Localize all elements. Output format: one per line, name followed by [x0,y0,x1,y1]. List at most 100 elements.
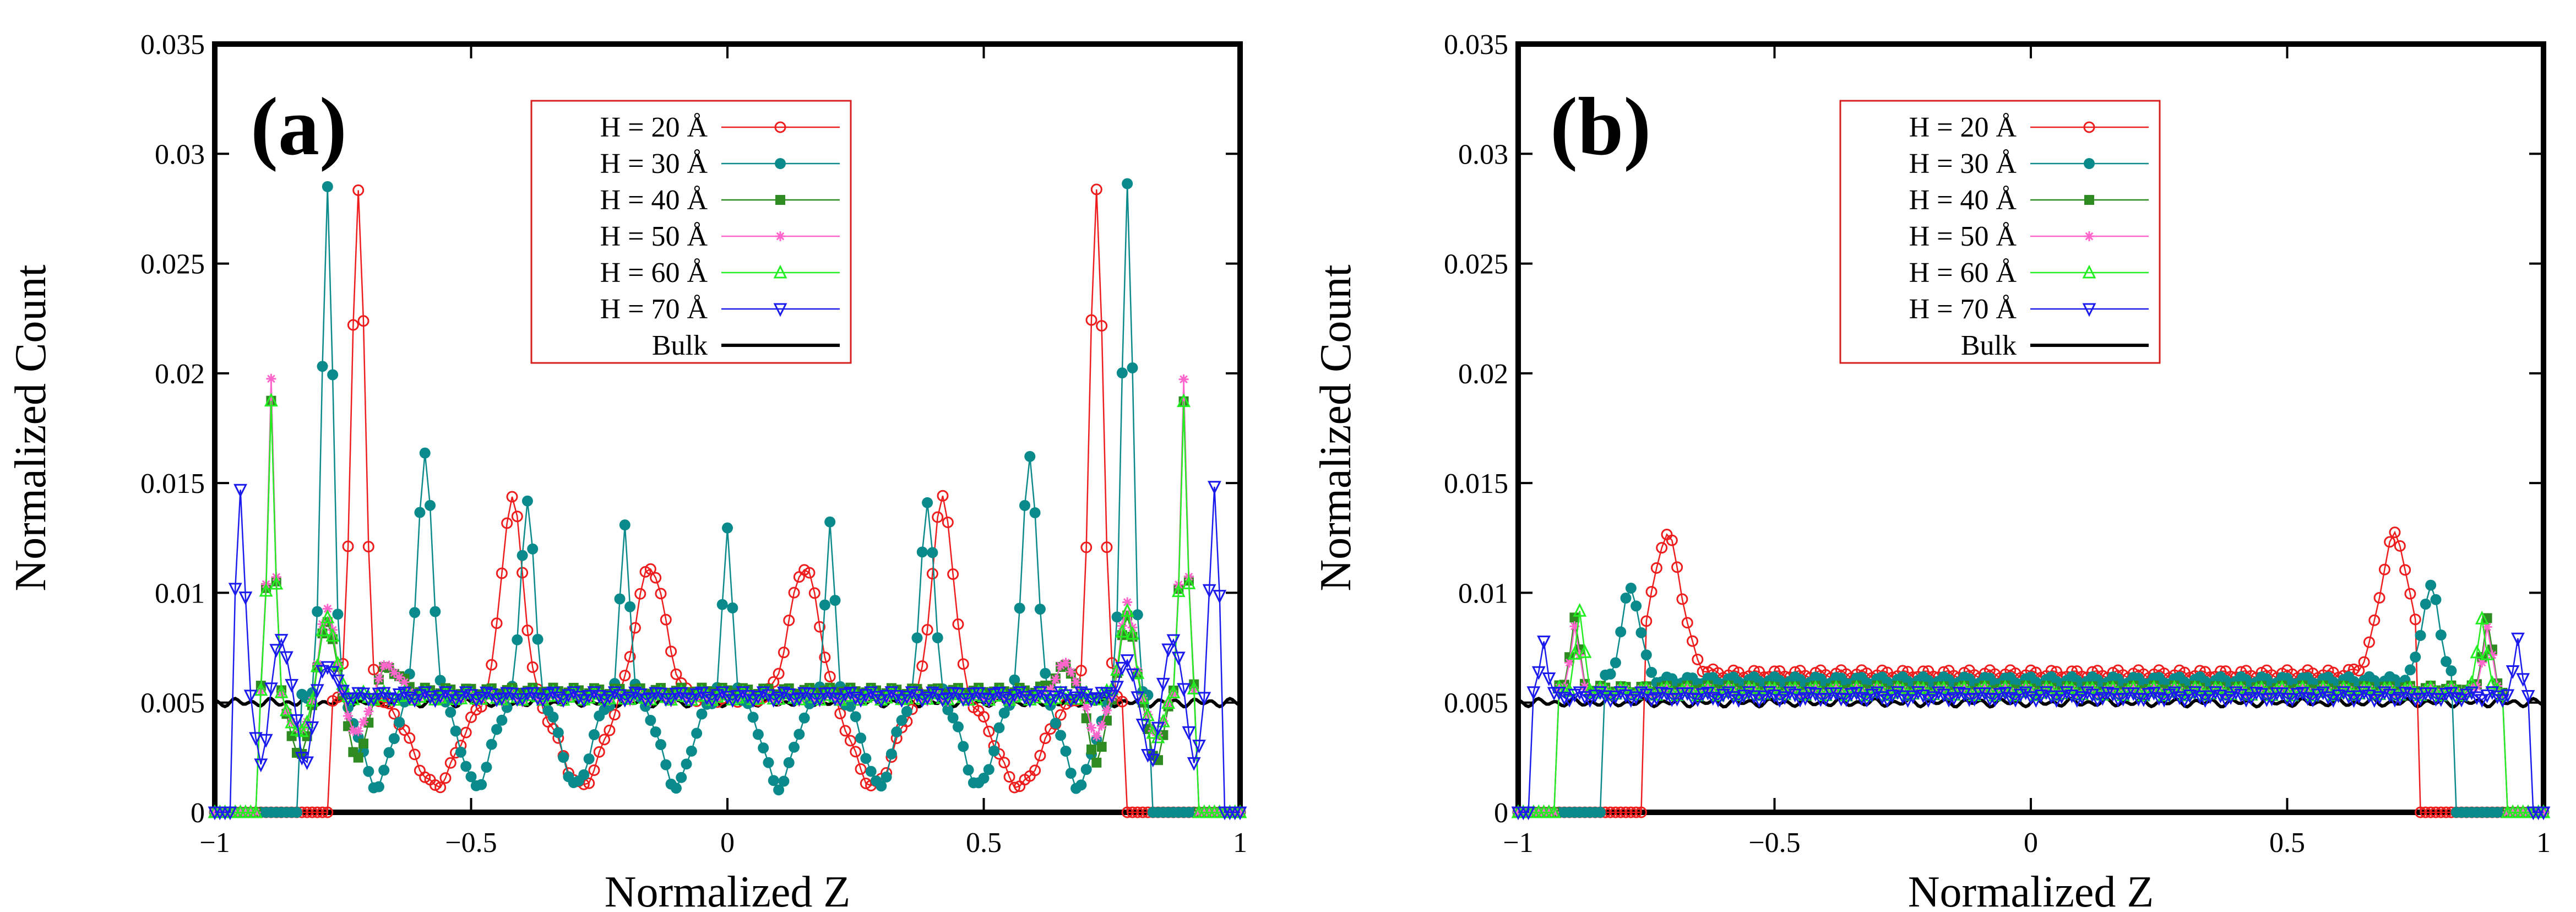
data-point [1069,691,1083,705]
data-point [2326,694,2340,708]
panel-a: 0 0.005 0.01 0.015 0.02 0.025 0.03 0.035 −1 −0.5 0… [7,29,1247,912]
legend-marker [2083,121,2095,133]
data-point [1074,686,1088,701]
data-point [1187,757,1201,771]
data-point [1192,740,1206,753]
data-point [1101,541,1113,553]
data-point [2490,690,2504,704]
series-h60 [1511,602,2551,818]
data-point [2449,692,2464,706]
data-point [1692,653,1704,665]
data-point [1030,694,1040,704]
series-line [1518,638,2544,813]
data-point [449,694,463,708]
data-point [589,690,599,700]
data-point [1768,690,1781,703]
data-point [2404,664,2416,676]
data-point [547,712,559,723]
data-point [2183,689,2197,703]
data-point [1752,694,1766,708]
data-point [1187,681,1201,694]
data-point [2384,536,2396,548]
data-point [2024,691,2038,705]
data-point [2399,564,2411,576]
data-point [951,684,965,698]
data-point [911,632,923,644]
data-point [532,633,544,645]
data-point [1014,602,1025,614]
data-point [1053,686,1068,701]
data-point [1676,593,1688,605]
data-point [2394,540,2406,552]
data-point [905,686,919,701]
data-point [2485,686,2499,701]
data-point [486,659,498,671]
data-point [2059,686,2074,700]
data-point [845,701,856,712]
data-point [861,694,871,704]
data-point [1706,692,1720,706]
data-point [1131,691,1145,705]
data-point [336,685,350,699]
x-tick-label: 0 [2024,827,2038,859]
data-point [1625,582,1637,594]
data-point [788,587,800,599]
data-point [1146,753,1160,768]
data-point [1151,729,1165,743]
data-point [983,725,995,737]
data-point [1122,178,1133,189]
data-point [506,491,518,503]
data-point [409,748,421,761]
data-point [2341,690,2356,704]
data-point [963,764,974,776]
data-point [1105,690,1119,704]
data-point [481,762,492,773]
data-point [2372,691,2387,705]
data-point [1649,692,1664,706]
data-point [879,690,894,704]
data-point [291,807,302,818]
data-point [423,691,437,705]
data-point [727,602,738,614]
data-point [2348,663,2360,675]
data-point [592,690,606,704]
data-point [409,607,421,618]
data-point [998,707,1010,719]
data-point [1055,730,1067,741]
data-point [961,693,975,707]
data-point [1531,666,1546,680]
data-point [388,708,400,720]
legend-label: H = 40 Å [1909,184,2017,216]
data-point [941,692,955,706]
data-point [2208,686,2222,700]
data-point [860,753,872,764]
data-point [1875,691,1889,705]
data-point [655,739,666,751]
data-point [434,781,447,794]
data-point [1947,692,1961,706]
data-point [2404,588,2416,600]
data-point [2347,694,2361,708]
data-point [916,660,928,672]
data-point [512,634,523,645]
series-line [1518,611,2544,813]
data-point [2482,613,2492,623]
data-point [348,726,358,736]
data-point [736,686,750,700]
legend-label: H = 30 Å [600,148,708,180]
data-point [425,500,436,511]
data-point [1126,626,1139,640]
data-point [2357,686,2371,700]
data-point [515,693,530,707]
data-point [895,694,909,708]
legend-label: Bulk [1961,330,2017,361]
data-point [505,684,519,698]
data-point [310,684,324,698]
data-point [850,746,862,758]
data-series [1511,526,2551,821]
data-point [700,691,714,705]
legend-label: H = 40 Å [600,184,708,216]
data-point [388,733,400,745]
data-point [725,694,740,708]
